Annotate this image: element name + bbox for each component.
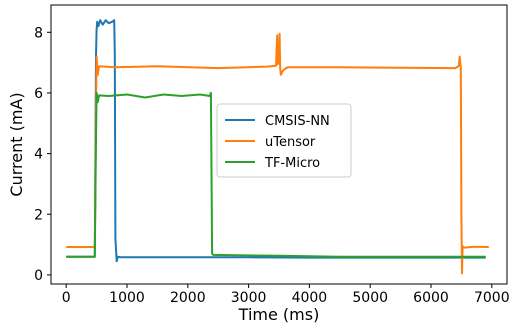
legend-label-utensor: uTensor <box>265 135 316 150</box>
legend-label-cmsis-nn: CMSIS-NN <box>265 114 330 129</box>
y-tick-label: 0 <box>34 268 43 284</box>
x-tick-label: 0 <box>62 290 71 306</box>
x-axis-label: Time (ms) <box>238 305 320 324</box>
y-ticks: 0 2 4 6 8 <box>34 25 51 284</box>
x-ticks: 0 1000 2000 3000 4000 5000 6000 7000 <box>62 284 510 306</box>
y-tick-label: 8 <box>34 25 43 41</box>
series-line-cmsis-nn <box>66 19 486 263</box>
legend-label-tf-micro: TF-Micro <box>264 156 320 171</box>
x-tick-label: 1000 <box>109 290 145 306</box>
y-axis-label: Current (mA) <box>7 92 26 196</box>
x-tick-label: 7000 <box>474 290 510 306</box>
x-tick-label: 2000 <box>170 290 206 306</box>
legend-box <box>216 103 352 178</box>
plot-frame <box>50 4 508 285</box>
x-tick-label: 5000 <box>352 290 388 306</box>
x-tick-label: 3000 <box>231 290 267 306</box>
series-layer <box>66 19 489 275</box>
series-line-utensor <box>66 32 489 275</box>
y-tick-label: 2 <box>34 207 43 223</box>
y-tick-label: 4 <box>34 147 43 163</box>
x-tick-label: 4000 <box>292 290 328 306</box>
y-tick-label: 6 <box>34 86 43 102</box>
x-tick-label: 6000 <box>413 290 449 306</box>
series-line-tf-micro <box>66 91 486 258</box>
legend: CMSIS-NN uTensor TF-Micro <box>216 103 352 178</box>
